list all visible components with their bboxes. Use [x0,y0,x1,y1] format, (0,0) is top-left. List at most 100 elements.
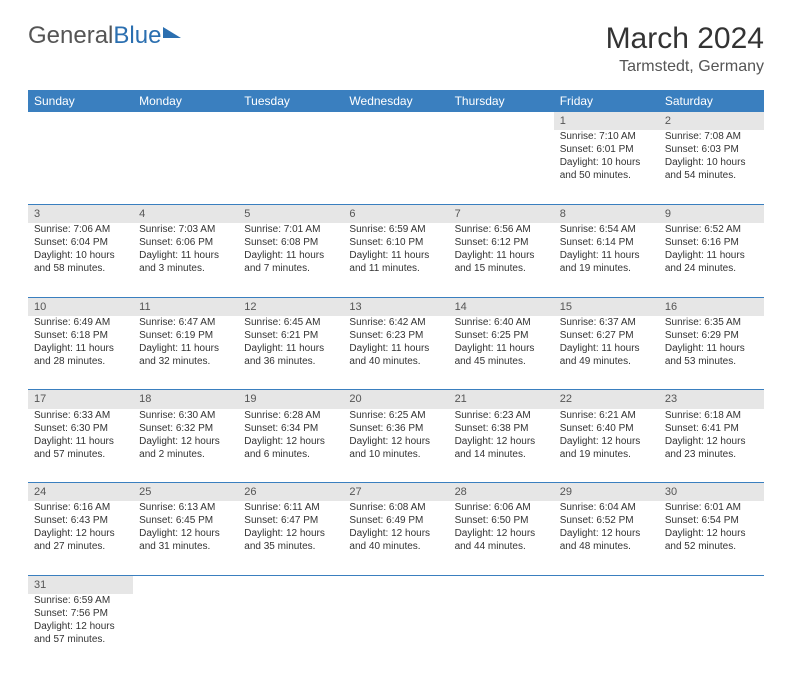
daylight-text: and 32 minutes. [139,355,232,368]
day-detail-cell: Sunrise: 6:49 AMSunset: 6:18 PMDaylight:… [28,316,133,390]
day-number-cell: 23 [659,390,764,409]
sunset-text: Sunset: 6:41 PM [665,422,758,435]
sunrise-text: Sunrise: 6:11 AM [244,501,337,514]
day-detail-cell [28,130,133,204]
sunset-text: Sunset: 6:03 PM [665,143,758,156]
day-number-cell: 13 [343,297,448,316]
day-detail-cell [343,130,448,204]
sunrise-text: Sunrise: 6:40 AM [455,316,548,329]
day-number-cell [343,112,448,130]
day-detail-row: Sunrise: 6:59 AMSunset: 7:56 PMDaylight:… [28,594,764,668]
daylight-text: Daylight: 11 hours [139,249,232,262]
sunset-text: Sunset: 6:32 PM [139,422,232,435]
sunset-text: Sunset: 6:47 PM [244,514,337,527]
weekday-header-row: Sunday Monday Tuesday Wednesday Thursday… [28,90,764,112]
daylight-text: Daylight: 11 hours [665,342,758,355]
daylight-text: and 57 minutes. [34,633,127,646]
calendar-table: Sunday Monday Tuesday Wednesday Thursday… [28,90,764,668]
day-detail-row: Sunrise: 6:49 AMSunset: 6:18 PMDaylight:… [28,316,764,390]
sunrise-text: Sunrise: 6:47 AM [139,316,232,329]
day-detail-cell: Sunrise: 7:10 AMSunset: 6:01 PMDaylight:… [554,130,659,204]
day-number-cell: 15 [554,297,659,316]
daylight-text: and 49 minutes. [560,355,653,368]
logo-text-general: General [28,22,113,50]
day-number-cell: 18 [133,390,238,409]
day-number-cell: 30 [659,483,764,502]
day-detail-cell [659,594,764,668]
daylight-text: Daylight: 10 hours [34,249,127,262]
day-number-cell: 17 [28,390,133,409]
day-detail-row: Sunrise: 6:16 AMSunset: 6:43 PMDaylight:… [28,501,764,575]
day-number-cell [449,575,554,594]
daylight-text: Daylight: 11 hours [349,342,442,355]
daylight-text: Daylight: 12 hours [34,527,127,540]
day-detail-cell: Sunrise: 6:23 AMSunset: 6:38 PMDaylight:… [449,409,554,483]
day-number-cell [238,112,343,130]
sunrise-text: Sunrise: 6:30 AM [139,409,232,422]
daylight-text: Daylight: 12 hours [139,435,232,448]
sunrise-text: Sunrise: 7:03 AM [139,223,232,236]
day-number-cell: 31 [28,575,133,594]
sunrise-text: Sunrise: 6:04 AM [560,501,653,514]
daylight-text: Daylight: 11 hours [560,249,653,262]
daylight-text: and 52 minutes. [665,540,758,553]
daylight-text: and 28 minutes. [34,355,127,368]
daynum-row: 17181920212223 [28,390,764,409]
day-detail-cell: Sunrise: 6:37 AMSunset: 6:27 PMDaylight:… [554,316,659,390]
daylight-text: Daylight: 11 hours [455,342,548,355]
daylight-text: and 19 minutes. [560,448,653,461]
weekday-wednesday: Wednesday [343,90,448,112]
day-detail-cell: Sunrise: 6:47 AMSunset: 6:19 PMDaylight:… [133,316,238,390]
logo: GeneralBlue [28,22,181,50]
daylight-text: Daylight: 11 hours [244,249,337,262]
daylight-text: Daylight: 12 hours [244,527,337,540]
daylight-text: and 15 minutes. [455,262,548,275]
daylight-text: and 53 minutes. [665,355,758,368]
daylight-text: Daylight: 12 hours [560,527,653,540]
day-number-cell: 24 [28,483,133,502]
daylight-text: Daylight: 11 hours [349,249,442,262]
weekday-monday: Monday [133,90,238,112]
day-number-cell [659,575,764,594]
sunset-text: Sunset: 6:30 PM [34,422,127,435]
sunrise-text: Sunrise: 6:45 AM [244,316,337,329]
day-detail-cell: Sunrise: 6:52 AMSunset: 6:16 PMDaylight:… [659,223,764,297]
sunrise-text: Sunrise: 6:37 AM [560,316,653,329]
day-number-cell [133,112,238,130]
sunrise-text: Sunrise: 7:06 AM [34,223,127,236]
sunrise-text: Sunrise: 6:01 AM [665,501,758,514]
sunrise-text: Sunrise: 6:28 AM [244,409,337,422]
daylight-text: and 54 minutes. [665,169,758,182]
day-detail-cell: Sunrise: 7:08 AMSunset: 6:03 PMDaylight:… [659,130,764,204]
weekday-tuesday: Tuesday [238,90,343,112]
sunrise-text: Sunrise: 6:56 AM [455,223,548,236]
daylight-text: Daylight: 12 hours [349,435,442,448]
sunrise-text: Sunrise: 6:08 AM [349,501,442,514]
sunset-text: Sunset: 6:08 PM [244,236,337,249]
sunset-text: Sunset: 6:12 PM [455,236,548,249]
daylight-text: Daylight: 11 hours [560,342,653,355]
sunrise-text: Sunrise: 6:23 AM [455,409,548,422]
daynum-row: 24252627282930 [28,483,764,502]
daylight-text: Daylight: 11 hours [34,435,127,448]
day-detail-row: Sunrise: 7:10 AMSunset: 6:01 PMDaylight:… [28,130,764,204]
calendar-page: GeneralBlue March 2024 Tarmstedt, German… [0,0,792,690]
daylight-text: and 40 minutes. [349,540,442,553]
day-number-cell [28,112,133,130]
day-number-cell: 27 [343,483,448,502]
sunset-text: Sunset: 6:29 PM [665,329,758,342]
sunset-text: Sunset: 7:56 PM [34,607,127,620]
logo-text-blue: Blue [113,22,161,50]
day-detail-cell: Sunrise: 6:04 AMSunset: 6:52 PMDaylight:… [554,501,659,575]
day-number-cell: 5 [238,204,343,223]
day-number-cell [449,112,554,130]
sunset-text: Sunset: 6:01 PM [560,143,653,156]
daylight-text: and 40 minutes. [349,355,442,368]
location-label: Tarmstedt, Germany [606,58,764,76]
day-detail-cell: Sunrise: 7:06 AMSunset: 6:04 PMDaylight:… [28,223,133,297]
flag-icon [163,27,181,38]
day-number-cell: 29 [554,483,659,502]
day-detail-cell [238,130,343,204]
day-detail-cell: Sunrise: 6:56 AMSunset: 6:12 PMDaylight:… [449,223,554,297]
sunrise-text: Sunrise: 6:06 AM [455,501,548,514]
